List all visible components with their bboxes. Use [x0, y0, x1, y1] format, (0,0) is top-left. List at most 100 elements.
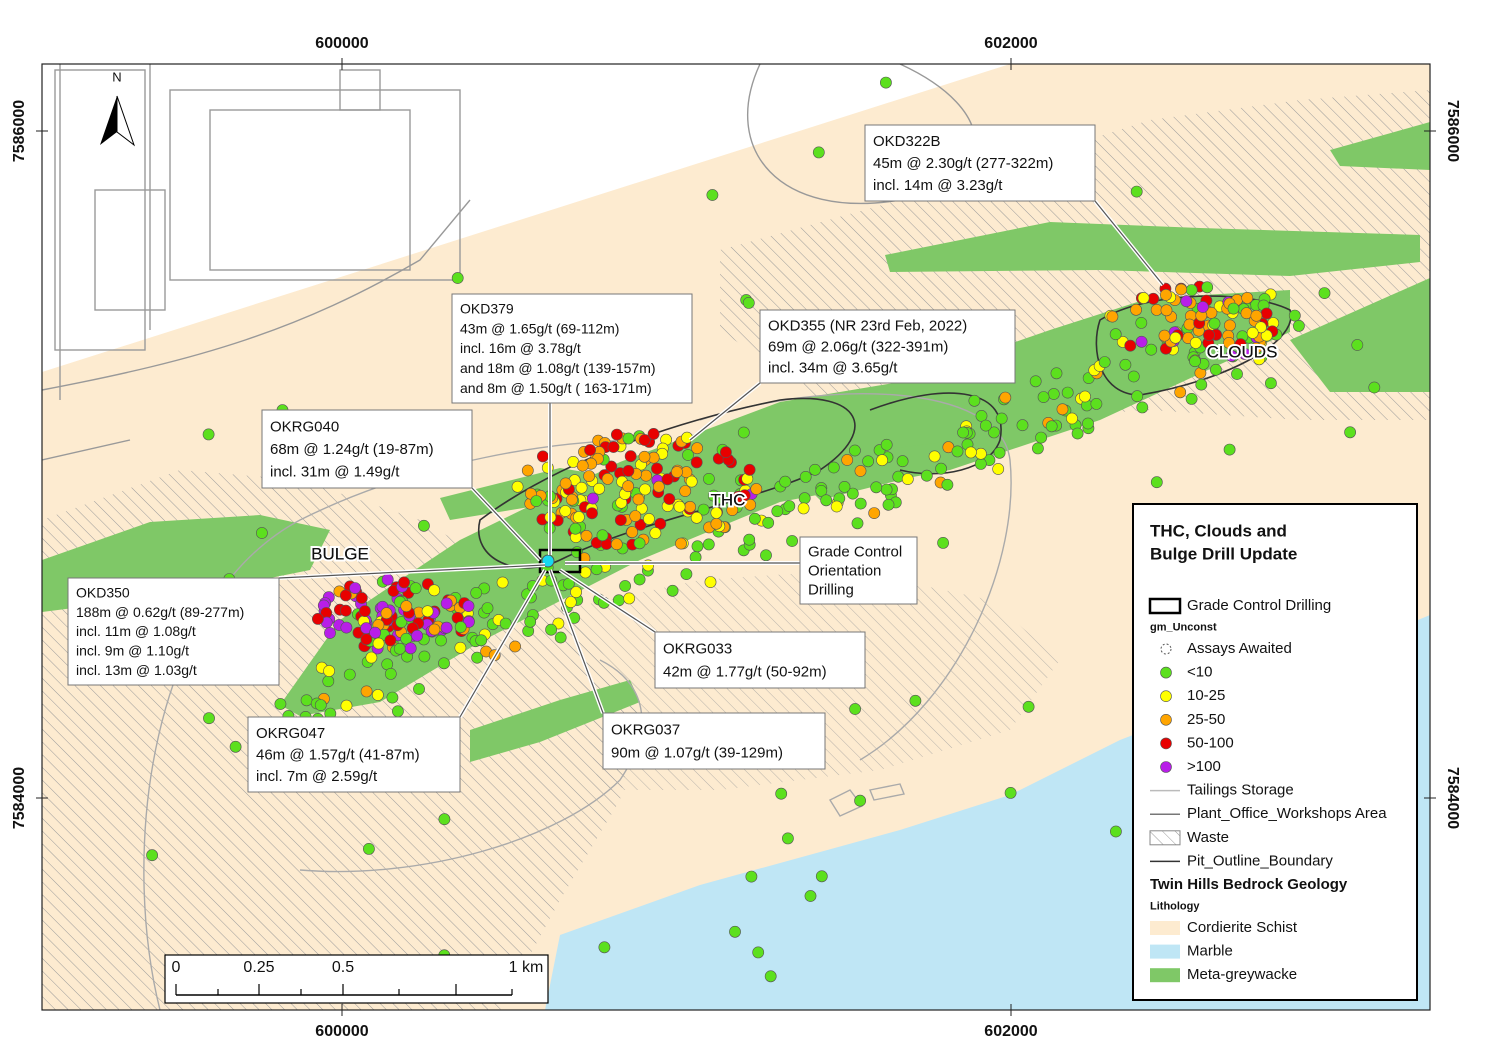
drill-hole — [815, 870, 828, 883]
legend-label: Plant_Office_Workshops Area — [1187, 805, 1387, 822]
drill-hole — [339, 604, 352, 617]
drill-hole — [564, 596, 577, 608]
drill-hole — [343, 668, 356, 681]
drill-hole — [322, 675, 335, 688]
drill-hole — [440, 621, 453, 634]
drill-hole — [607, 441, 620, 453]
drill-hole — [1127, 370, 1140, 383]
drill-hole — [598, 941, 611, 954]
place-label: BULGE — [311, 544, 369, 563]
easting-label: 602000 — [984, 1023, 1037, 1040]
drill-hole — [573, 511, 585, 523]
drill-hole — [413, 683, 425, 695]
callout-box — [451, 293, 693, 404]
drill-hole — [798, 492, 811, 505]
legend-label: >100 — [1187, 758, 1221, 775]
leader-line — [471, 487, 541, 561]
drill-hole — [559, 505, 572, 517]
scale-label: 0.25 — [243, 959, 274, 976]
drill-hole — [1195, 378, 1208, 391]
drill-hole — [1250, 309, 1263, 322]
drill-hole — [663, 493, 676, 505]
drill-hole — [428, 584, 441, 597]
legend-label: 50-100 — [1187, 734, 1234, 751]
drill-hole — [1136, 401, 1149, 414]
drill-hole — [358, 605, 371, 617]
drill-hole — [1180, 295, 1193, 308]
legend-label: Grade Control Drilling — [1187, 597, 1331, 614]
drill-hole — [820, 494, 833, 507]
drill-hole — [1160, 288, 1172, 301]
drill-hole — [1344, 426, 1356, 439]
drill-hole — [1224, 319, 1236, 332]
unmapped-area — [42, 64, 1010, 372]
drill-hole — [1131, 390, 1144, 403]
drill-hole — [202, 428, 215, 441]
drill-hole — [1203, 329, 1215, 341]
north-label: N — [112, 69, 121, 84]
leader-line — [689, 382, 761, 441]
callout-text: 45m @ 2.30g/t (277-322m) — [873, 155, 1053, 172]
drill-hole — [428, 623, 441, 636]
drill-hole — [391, 705, 404, 718]
drill-hole — [1260, 307, 1273, 320]
drill-hole — [742, 296, 755, 309]
drill-hole — [743, 533, 756, 546]
drill-hole — [841, 454, 854, 466]
drill-hole — [980, 419, 992, 432]
drill-hole — [605, 460, 618, 473]
callout-text: 42m @ 1.77g/t (50-92m) — [663, 663, 827, 680]
northing-label: 7586000 — [1444, 100, 1461, 162]
drill-hole — [579, 566, 592, 579]
callout-text: 90m @ 1.07g/t (39-129m) — [611, 744, 783, 761]
drill-hole — [1150, 476, 1163, 489]
drill-hole — [435, 634, 447, 647]
callout-box — [261, 409, 473, 489]
drill-hole — [849, 703, 861, 715]
drill-hole — [255, 527, 268, 539]
drill-hole — [1208, 317, 1221, 330]
drill-hole — [999, 391, 1012, 404]
drill-hole — [1158, 329, 1171, 342]
drill-hole — [726, 504, 739, 516]
callout-text: Orientation — [808, 562, 881, 579]
callout-text: 188m @ 0.62g/t (89-277m) — [76, 604, 244, 620]
drill-hole — [786, 535, 798, 547]
drill-hole — [1047, 388, 1060, 400]
legend-label: Pit_Outline_Boundary — [1187, 852, 1333, 869]
legend-symbol — [1150, 944, 1180, 959]
drill-hole — [812, 146, 825, 159]
drill-hole — [804, 890, 817, 902]
callout-box — [759, 309, 1016, 384]
northing-label: 7584000 — [1444, 767, 1461, 829]
legend-symbol — [1160, 643, 1172, 655]
drill-hole — [622, 480, 634, 493]
plant-office-outlines — [42, 64, 976, 461]
easting-label: 600000 — [315, 1023, 368, 1040]
drill-hole — [1106, 310, 1119, 323]
drill-hole — [838, 480, 851, 493]
drill-hole — [619, 580, 631, 592]
callout-box — [67, 577, 280, 686]
drill-hole — [1196, 301, 1209, 313]
drill-hole — [451, 272, 464, 284]
drill-hole — [639, 483, 651, 496]
legend-label: Tailings Storage — [1187, 782, 1294, 799]
drill-hole — [393, 642, 406, 655]
drill-hole — [1135, 316, 1148, 329]
drill-hole — [380, 607, 393, 620]
callout-text: incl. 34m @ 3.65g/t — [768, 359, 898, 376]
drill-hole — [941, 478, 954, 491]
easting-label: 602000 — [984, 35, 1037, 52]
drill-hole — [870, 481, 883, 494]
drill-hole — [707, 489, 720, 502]
drill-hole — [421, 605, 434, 618]
drill-hole — [647, 427, 660, 440]
drill-hole — [827, 461, 840, 474]
drill-hole — [649, 527, 662, 539]
drill-hole — [799, 470, 812, 483]
drill-hole — [499, 617, 512, 630]
drill-hole — [596, 529, 609, 542]
callout-text: OKRG040 — [270, 418, 339, 435]
callout-box — [864, 124, 1096, 202]
